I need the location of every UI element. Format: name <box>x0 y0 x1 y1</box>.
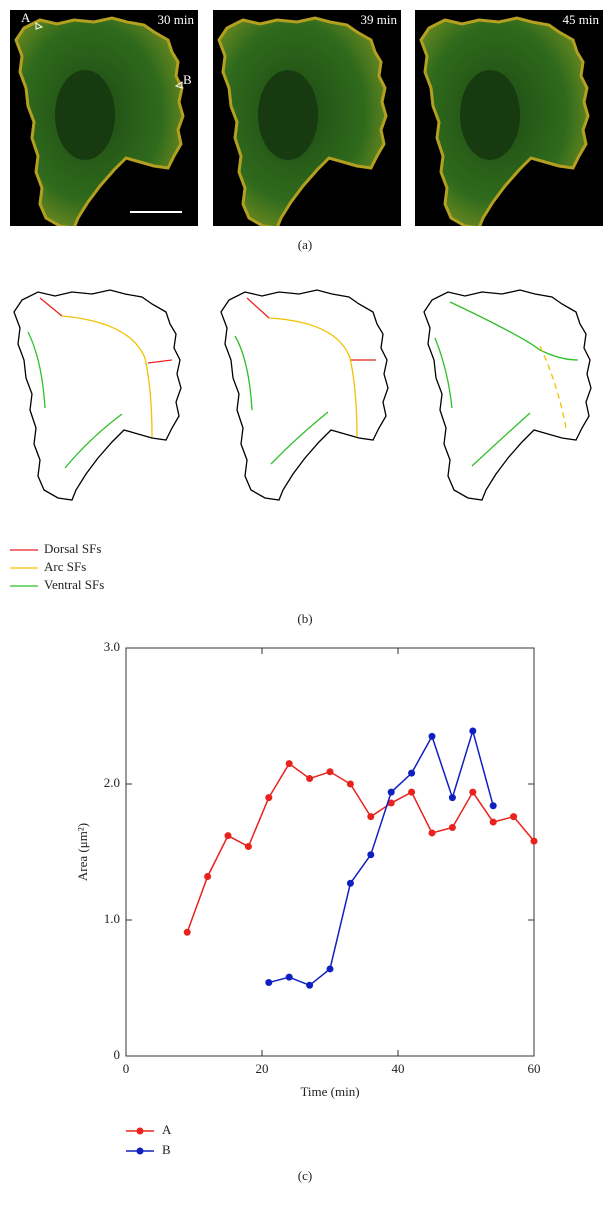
data-point <box>387 788 395 796</box>
data-point <box>489 818 497 826</box>
data-point <box>285 973 293 981</box>
y-tick-label: 1.0 <box>104 911 120 926</box>
data-point <box>469 727 477 735</box>
panel-c: (c) Time (min) Area (μm²) 0 1.0 2.0 3.0 0 20 4… <box>75 639 541 1183</box>
stress-fiber <box>471 412 531 467</box>
data-point <box>469 788 477 796</box>
x-tick-label: 60 <box>528 1061 541 1076</box>
data-point <box>510 813 518 821</box>
stress-fiber <box>147 359 173 364</box>
stress-fiber <box>434 337 453 409</box>
legend-label: Dorsal SFs <box>44 541 101 556</box>
series-line <box>268 728 494 987</box>
x-tick-label: 0 <box>123 1061 130 1076</box>
time-label: 30 min <box>158 12 195 27</box>
data-point <box>326 965 334 973</box>
plot-frame <box>125 647 535 1057</box>
stress-fiber <box>268 317 358 438</box>
stress-fiber <box>539 345 567 429</box>
data-point <box>448 824 456 832</box>
stress-fiber <box>246 297 270 319</box>
legend-label: A <box>162 1122 172 1137</box>
time-label: 39 min <box>361 12 398 27</box>
data-point <box>346 879 354 887</box>
data-point <box>530 837 538 845</box>
y-axis-label: Area (μm²) <box>75 823 90 881</box>
panel-b: Dorsal SFs Arc SFs Ventral SFs (b) <box>10 289 592 626</box>
data-point <box>448 794 456 802</box>
data-point <box>224 832 232 840</box>
micrograph <box>213 10 401 226</box>
data-point <box>408 788 416 796</box>
y-tick-label: 0 <box>114 1047 121 1062</box>
time-label: 45 min <box>563 12 600 27</box>
data-point <box>306 981 314 989</box>
data-point <box>326 768 334 776</box>
data-point <box>387 799 395 807</box>
data-point <box>285 760 293 768</box>
micrograph <box>415 10 603 226</box>
legend-marker <box>136 1127 144 1135</box>
series-line <box>186 762 535 933</box>
data-point <box>265 794 273 802</box>
data-point <box>428 732 436 740</box>
caption: (c) <box>298 1168 312 1183</box>
marker-label: B <box>183 72 192 87</box>
data-point <box>183 928 191 936</box>
stress-fiber <box>64 413 123 469</box>
stress-fiber <box>449 301 579 361</box>
data-point <box>265 979 273 987</box>
stress-fiber <box>39 297 63 317</box>
data-point <box>367 851 375 859</box>
data-point <box>367 813 375 821</box>
cell-outline <box>423 289 592 501</box>
caption: (b) <box>297 611 312 626</box>
y-tick-label: 3.0 <box>104 639 120 654</box>
stress-fiber <box>270 411 329 465</box>
data-point <box>346 780 354 788</box>
stress-fiber <box>61 315 153 438</box>
x-tick-label: 40 <box>392 1061 405 1076</box>
data-point <box>408 769 416 777</box>
data-point <box>306 775 314 783</box>
x-tick-label: 20 <box>256 1061 269 1076</box>
stress-fiber <box>27 331 46 409</box>
legend-label: Ventral SFs <box>44 577 104 592</box>
panel-a: 30 min 39 min 45 min A B (a) <box>10 10 603 252</box>
data-point <box>428 829 436 837</box>
data-point <box>244 843 252 851</box>
cell-outline <box>220 289 389 501</box>
marker-label: A <box>21 10 31 25</box>
legend-label: Arc SFs <box>44 559 86 574</box>
micrograph <box>10 10 198 226</box>
caption: (a) <box>298 237 312 252</box>
x-axis-label: Time (min) <box>300 1084 359 1099</box>
data-point <box>489 802 497 810</box>
legend-marker <box>136 1147 144 1155</box>
stress-fiber <box>234 335 253 411</box>
y-tick-label: 2.0 <box>104 775 120 790</box>
data-point <box>204 872 212 880</box>
legend-label: B <box>162 1142 171 1157</box>
